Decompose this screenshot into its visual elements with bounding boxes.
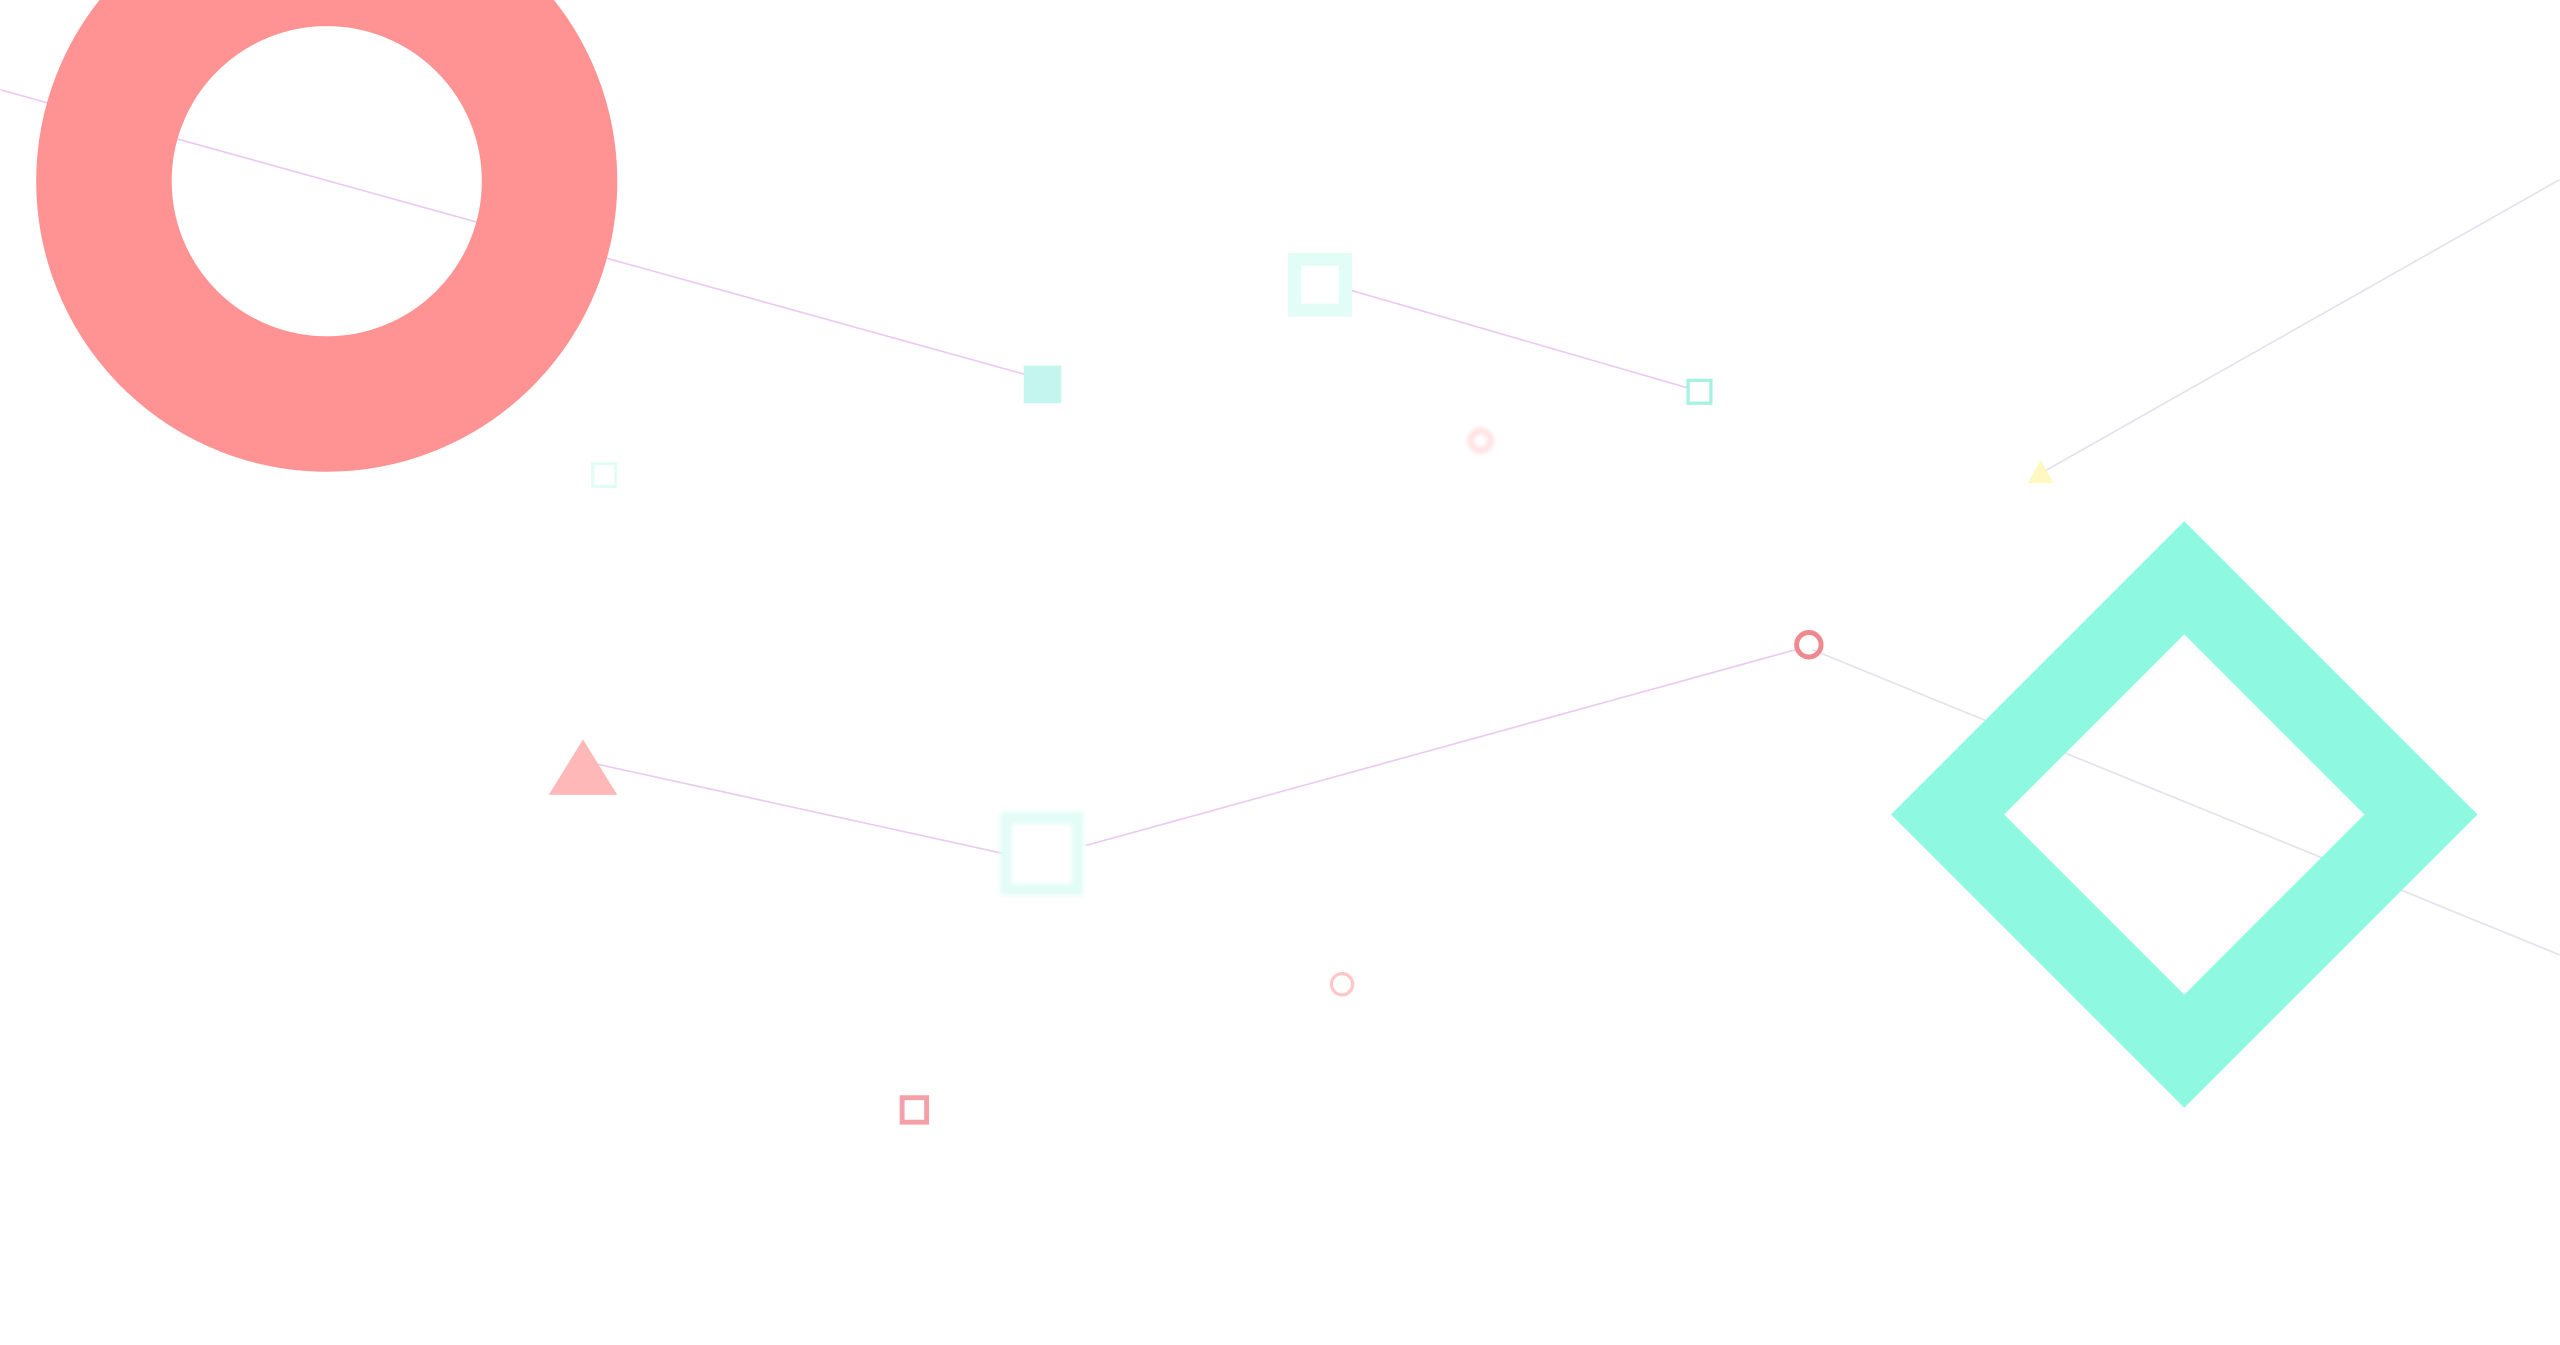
connector-lines <box>0 88 2560 956</box>
small-ring-shape <box>1329 972 1355 997</box>
connector-line <box>1351 289 1690 390</box>
glowing-square-shape <box>1000 812 1084 896</box>
connector-line <box>2040 178 2560 475</box>
triangle-shape <box>2027 460 2054 484</box>
large-diamond-shape <box>1891 521 2478 1108</box>
connector-line <box>595 763 1005 855</box>
outline-square-shape <box>591 461 618 489</box>
triangle-shape <box>548 739 618 795</box>
connector-line <box>1085 648 1797 847</box>
small-ring-shape <box>1794 630 1824 660</box>
outline-square-shape <box>899 1095 930 1125</box>
filled-square-shape <box>1023 365 1062 404</box>
connector-line <box>1811 648 2560 956</box>
glowing-circle-shape <box>1467 427 1494 454</box>
large-ring-shape <box>36 0 618 472</box>
outline-square-shape <box>1686 378 1713 405</box>
outline-square-shape <box>1288 253 1352 317</box>
